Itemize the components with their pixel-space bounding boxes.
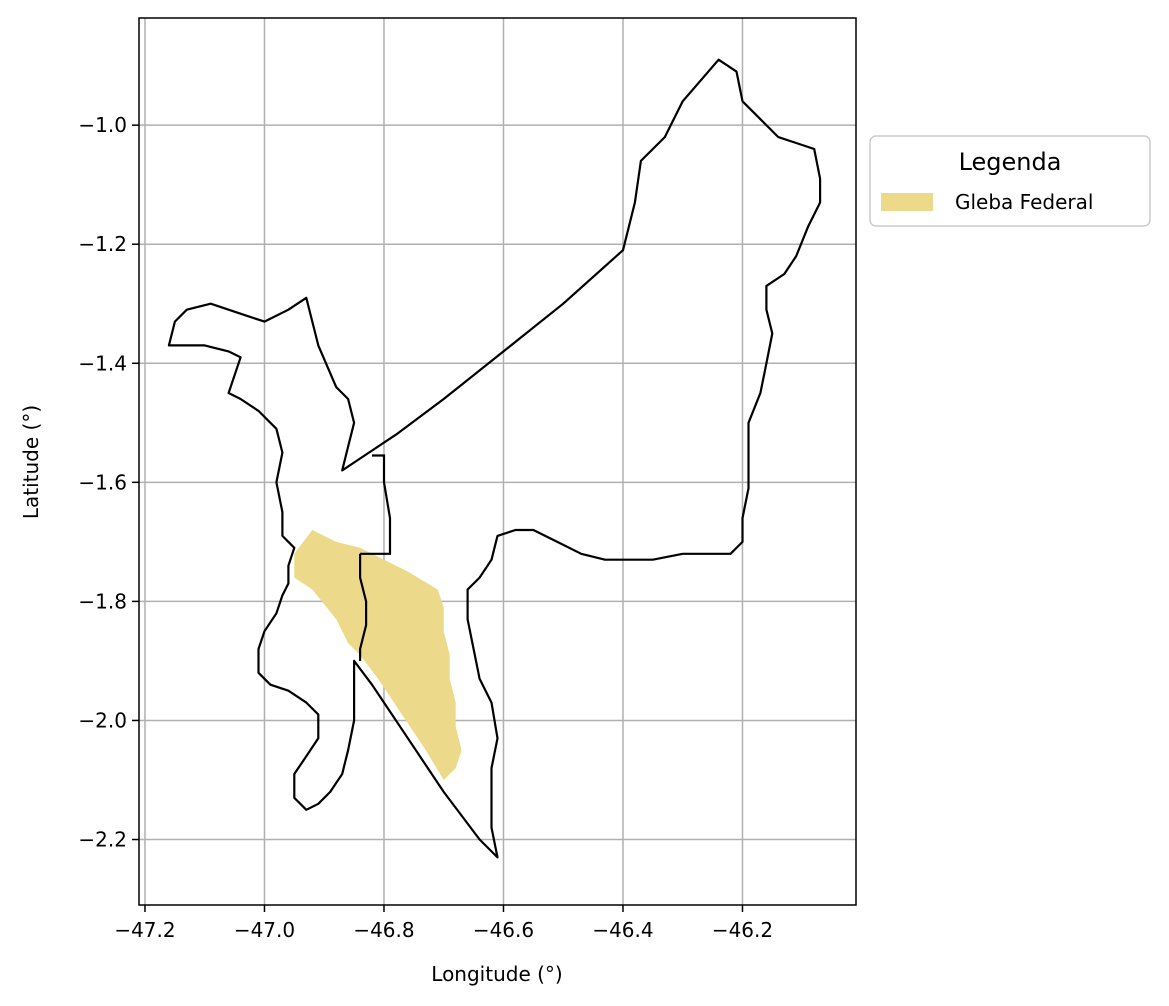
legend-swatch-gleba-federal (881, 193, 933, 211)
legend: Legenda Gleba Federal (869, 135, 1151, 227)
x-tick-label: −47.2 (114, 918, 175, 942)
y-tick-label: −1.4 (78, 351, 127, 375)
y-tick-label: −2.2 (78, 828, 127, 852)
y-axis-label: Latitude (°) (19, 405, 43, 519)
x-tick-label: −47.0 (234, 918, 295, 942)
x-tick-label: −46.2 (712, 918, 773, 942)
municipality-boundary (167, 58, 822, 859)
legend-box (869, 135, 1151, 227)
axis-ticks: −47.2 −47.0 −46.8 −46.6 −46.4 −46.2 −1.0 −1.2 −1… (78, 113, 773, 942)
x-tick-label: −46.8 (353, 918, 414, 942)
y-tick-label: −1.2 (78, 232, 127, 256)
x-tick-label: −46.6 (473, 918, 534, 942)
legend-label-gleba-federal: Gleba Federal (955, 190, 1093, 214)
y-tick-label: −2.0 (78, 708, 127, 732)
y-tick-label: −1.6 (78, 470, 127, 494)
x-axis-label: Longitude (°) (431, 962, 562, 986)
axes-frame (138, 17, 857, 906)
internal-boundary-line (359, 553, 368, 661)
x-tick-label: −46.4 (592, 918, 653, 942)
y-tick-label: −1.0 (78, 113, 127, 137)
legend-title: Legenda (959, 148, 1062, 176)
map-layer (167, 58, 822, 859)
gleba-federal-area (294, 530, 462, 780)
internal-boundary-step (360, 454, 392, 555)
y-tick-label: −1.8 (78, 589, 127, 613)
